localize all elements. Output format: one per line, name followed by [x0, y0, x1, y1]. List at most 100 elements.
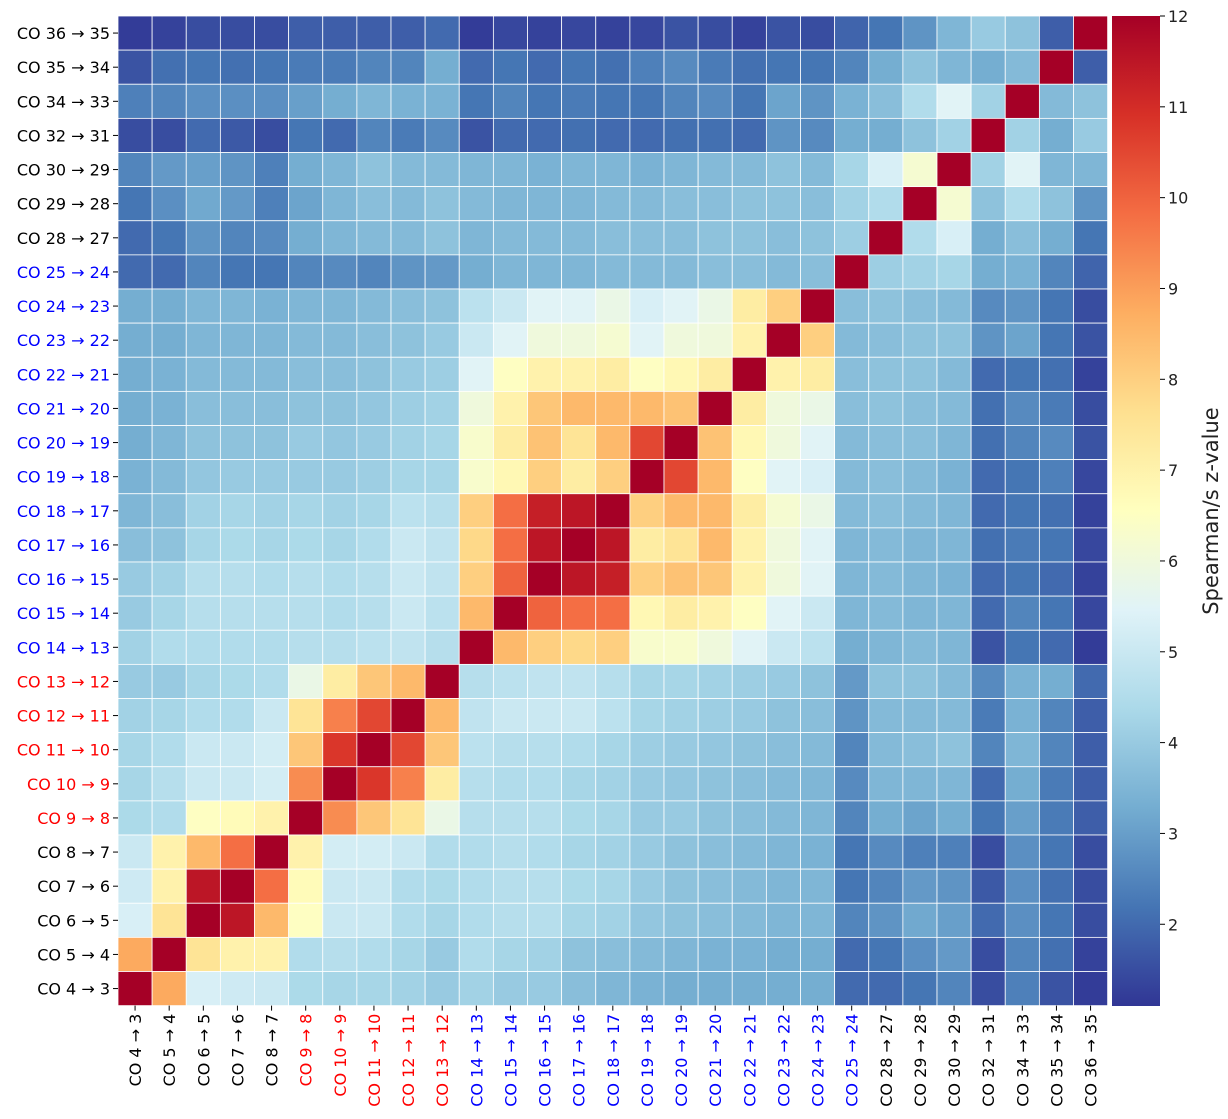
colorbar: 2 3 4 5 6 7 8 9 10 11 12 Spearman/s z-value	[1112, 7, 1223, 1006]
heatmap-cell	[288, 493, 324, 529]
heatmap-cell	[936, 663, 972, 699]
heatmap-cell	[663, 595, 699, 631]
heatmap-cell	[117, 902, 153, 938]
heatmap-cell	[185, 390, 221, 426]
heatmap-cell	[663, 834, 699, 870]
heatmap-cell	[151, 152, 187, 188]
heatmap-cell	[527, 902, 563, 938]
heatmap-cell	[322, 834, 358, 870]
heatmap-cell	[561, 527, 597, 563]
heatmap-cell	[731, 83, 767, 119]
heatmap-cell	[629, 49, 665, 85]
heatmap-cell	[322, 732, 358, 768]
heatmap-cell	[356, 868, 392, 904]
heatmap-cell	[424, 117, 460, 153]
heatmap-cell	[765, 288, 801, 324]
heatmap-cell	[731, 152, 767, 188]
heatmap-cell	[458, 220, 494, 256]
heatmap-cell	[663, 698, 699, 734]
heatmap-cell	[663, 186, 699, 222]
heatmap-cell	[800, 800, 836, 836]
heatmap-cell	[800, 459, 836, 495]
heatmap-cell	[731, 425, 767, 461]
heatmap-cell	[117, 834, 153, 870]
heatmap-cell	[629, 425, 665, 461]
heatmap-cell	[1004, 663, 1040, 699]
x-tick-label: CO 29 → 28	[911, 1014, 930, 1107]
y-tick-label: CO 5 → 4	[37, 945, 110, 964]
heatmap-cell	[492, 425, 528, 461]
heatmap-cell	[970, 493, 1006, 529]
heatmap-cell	[185, 15, 221, 51]
heatmap-cell	[254, 629, 290, 665]
heatmap-cell	[936, 390, 972, 426]
y-tick-label: CO 35 → 34	[17, 58, 110, 77]
heatmap-cell	[902, 971, 938, 1007]
heatmap-cell	[254, 868, 290, 904]
heatmap-cell	[527, 459, 563, 495]
heatmap-cell	[390, 186, 426, 222]
heatmap-cell	[697, 49, 733, 85]
heatmap-cell	[254, 117, 290, 153]
x-tick-label: CO 28 → 27	[877, 1014, 896, 1107]
heatmap-cell	[390, 117, 426, 153]
y-tick-label: CO 29 → 28	[17, 195, 110, 214]
heatmap-cell	[1038, 800, 1074, 836]
heatmap-cell	[936, 83, 972, 119]
heatmap-cell	[1073, 186, 1109, 222]
heatmap-cell	[527, 663, 563, 699]
x-tick-label: CO 36 → 35	[1082, 1014, 1101, 1107]
heatmap-cell	[1038, 288, 1074, 324]
heatmap-cell	[595, 527, 631, 563]
heatmap-cell	[219, 561, 255, 597]
heatmap-cell	[595, 83, 631, 119]
heatmap-cell	[1073, 322, 1109, 358]
heatmap-cell	[322, 152, 358, 188]
heatmap-cell	[117, 49, 153, 85]
heatmap-cell	[868, 527, 904, 563]
heatmap-cell	[731, 220, 767, 256]
heatmap-cell	[970, 698, 1006, 734]
heatmap-cell	[834, 186, 870, 222]
heatmap-cell	[1073, 220, 1109, 256]
heatmap-cell	[492, 561, 528, 597]
heatmap-cell	[527, 254, 563, 290]
heatmap-cell	[834, 459, 870, 495]
y-tick-label: CO 4 → 3	[37, 980, 110, 999]
heatmap-cell	[561, 868, 597, 904]
heatmap-cell	[765, 561, 801, 597]
y-tick-label: CO 28 → 27	[17, 229, 110, 248]
heatmap-cell	[595, 356, 631, 392]
heatmap-cell	[458, 595, 494, 631]
heatmap-cell	[458, 902, 494, 938]
heatmap-cell	[731, 732, 767, 768]
heatmap-cell	[663, 152, 699, 188]
y-tick-label: CO 19 → 18	[17, 468, 110, 487]
heatmap-cell	[288, 15, 324, 51]
heatmap-cell	[458, 186, 494, 222]
heatmap-cell	[629, 527, 665, 563]
heatmap-cell	[697, 561, 733, 597]
heatmap-cell	[970, 902, 1006, 938]
heatmap-cell	[561, 698, 597, 734]
heatmap-cell	[390, 663, 426, 699]
heatmap-cell	[936, 936, 972, 972]
heatmap-cell	[800, 186, 836, 222]
heatmap-cell	[936, 288, 972, 324]
heatmap-cell	[697, 595, 733, 631]
heatmap-cell	[219, 356, 255, 392]
heatmap-cell	[288, 971, 324, 1007]
heatmap-cell	[800, 527, 836, 563]
heatmap-cell	[219, 425, 255, 461]
heatmap-cell	[356, 83, 392, 119]
heatmap-cell	[458, 663, 494, 699]
heatmap-cell	[322, 117, 358, 153]
heatmap-cell	[219, 493, 255, 529]
heatmap-cell	[492, 868, 528, 904]
x-tick-label: CO 9 → 8	[297, 1014, 316, 1087]
heatmap-cell	[458, 766, 494, 802]
heatmap-cell	[151, 732, 187, 768]
heatmap-cell	[254, 800, 290, 836]
heatmap-cell	[629, 220, 665, 256]
colorbar-tick-label: 12	[1168, 7, 1188, 26]
